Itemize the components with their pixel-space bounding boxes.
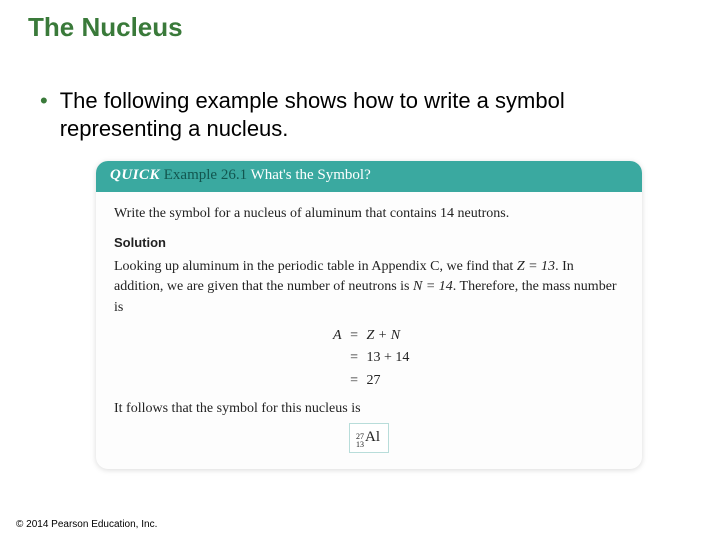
eq1-lhs: A [302,326,342,346]
eq3-rhs: 27 [367,371,437,391]
example-prompt: Write the symbol for a nucleus of alumin… [114,204,624,224]
bullet-marker: • [40,87,48,115]
n-expression: N = 14 [413,279,453,294]
example-box: QUICK Example 26.1 What's the Symbol? Wr… [96,161,642,469]
copyright-text: © 2014 Pearson Education, Inc. [16,519,157,530]
atomic-number: 13 [356,441,364,449]
header-example-number: Example 26.1 [164,167,247,183]
equals-icon: = [345,371,363,391]
example-body: Write the symbol for a nucleus of alumin… [96,192,642,469]
element-symbol: Al [365,429,380,445]
nuclide-superscripts: 27 13 [356,433,364,449]
header-question: What's the Symbol? [251,167,371,183]
solution-label: Solution [114,234,624,253]
followup-text: It follows that the symbol for this nucl… [114,399,624,419]
header-quick: QUICK [110,167,160,183]
narrative-part-1a: Looking up aluminum in the periodic tabl… [114,259,517,274]
solution-narrative: Looking up aluminum in the periodic tabl… [114,257,624,318]
example-header: QUICK Example 26.1 What's the Symbol? [96,161,642,192]
nuclide-symbol-box: 27 13 Al [349,423,389,453]
eq1-rhs: Z + N [367,326,437,346]
bullet-text: The following example shows how to write… [60,87,680,143]
equals-icon: = [345,326,363,346]
equation-block: A = Z + N = 13 + 14 = 27 [114,326,624,391]
bullet-item: • The following example shows how to wri… [40,87,720,143]
z-expression: Z = 13 [517,259,555,274]
equals-icon: = [345,348,363,368]
eq2-rhs: 13 + 14 [367,348,437,368]
page-title: The Nucleus [0,0,720,43]
